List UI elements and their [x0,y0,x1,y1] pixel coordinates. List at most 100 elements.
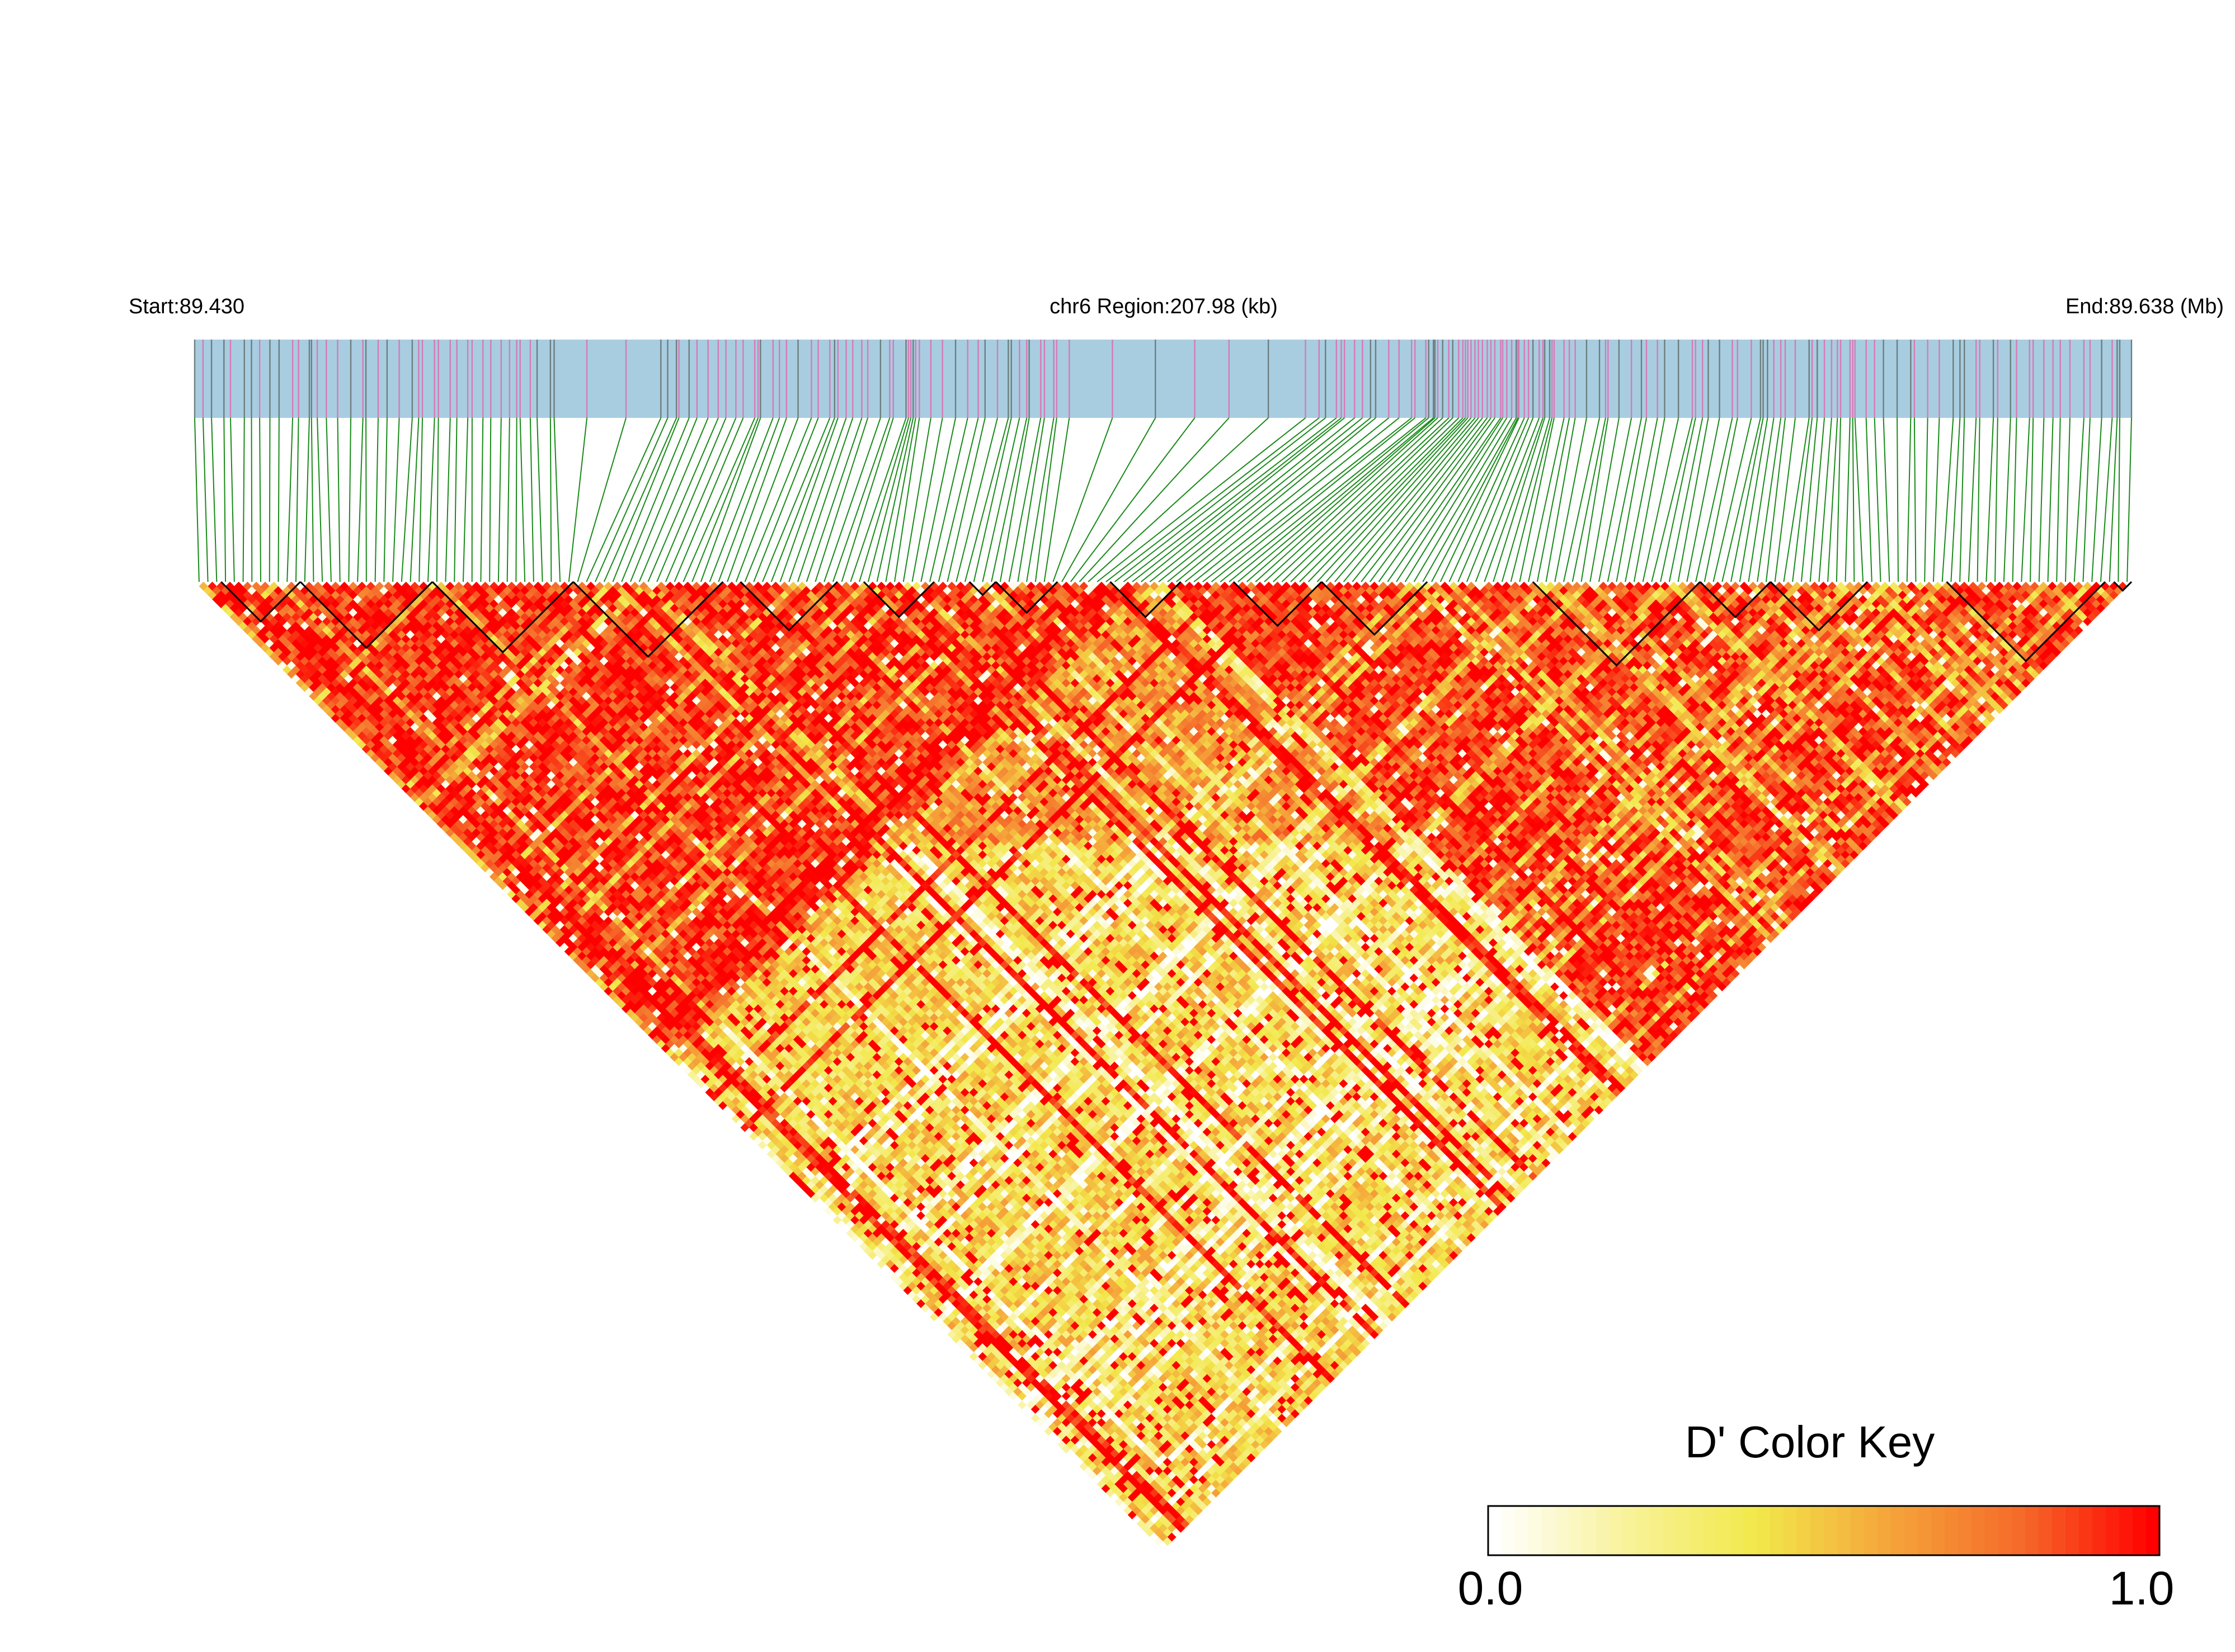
snp-connector [259,417,262,582]
snp-connector [1238,417,1434,582]
snp-connector [956,417,998,582]
region-start-label: Start:89.430 [129,295,244,318]
snp-connector [1571,417,1606,582]
snp-connector [1369,417,1491,582]
snp-connector [973,417,1012,582]
snp-connector [1994,417,1998,582]
snp-connector [1721,417,1761,582]
snp-position-track [194,340,2133,418]
snp-connector [1668,417,1704,582]
snp-connector [436,417,439,582]
snp-connector [603,417,677,582]
snp-connector [911,417,943,582]
snp-connector [1897,417,1899,582]
snp-connector [229,417,235,582]
snp-connector [1448,417,1525,582]
snp-connector [2109,417,2118,582]
snp-connector [1765,417,1786,582]
snp-connector [885,417,916,582]
snp-connector [1008,417,1042,582]
snp-connector [938,417,979,582]
snp-connector [1484,417,1544,582]
snp-connector [1941,417,1954,582]
snp-connector [1079,417,1230,582]
snp-connector [1184,417,1389,582]
snp-connector [964,417,1009,582]
snp-connector [310,417,314,582]
snp-connector [920,417,957,582]
snp-connector [506,417,510,582]
snp-connector [304,417,310,582]
snp-connector [700,417,761,582]
snp-connector [348,417,352,582]
snp-connector [727,417,787,582]
snp-connector [1977,417,1980,582]
region-end-label: End:89.638 (Mb) [2065,295,2224,318]
snp-connector [797,417,854,582]
snp-connector [770,417,835,582]
snp-connector [1413,417,1512,582]
snp-connector [1598,417,1632,582]
snp-connector [1061,417,1156,582]
snp-connector [1633,417,1665,582]
snp-connector [1158,417,1363,582]
snp-connector [779,417,839,582]
snp-connector [1985,417,1994,582]
snp-connector [656,417,727,582]
snp-connector [1352,417,1483,582]
snp-connector [1852,417,1855,582]
ld-heatmap [199,581,2128,1551]
snp-connector [357,417,364,582]
snp-connector [1642,417,1679,582]
snp-connector [850,417,907,582]
snp-connector [1396,417,1503,582]
snp-connector [595,417,669,582]
snp-connector [788,417,847,582]
snp-connector [497,417,502,582]
snp-connector [638,417,709,582]
snp-connector [2056,417,2061,582]
snp-connector [586,417,662,582]
snp-connector [1466,417,1534,582]
snp-connector [1229,417,1429,582]
snp-connector [553,417,561,582]
snp-connector [894,417,920,582]
snp-connector [991,417,1028,582]
snp-connector [1783,417,1810,582]
snp-connector [2012,417,2017,582]
snp-connector [1510,417,1553,582]
snp-connector [1070,417,1196,582]
snp-connector [753,417,819,582]
snp-connector [1175,417,1376,582]
snp-connector [1017,417,1045,582]
snp-connector [1431,417,1519,582]
snp-connector [374,417,379,582]
snp-connector [824,417,881,582]
snp-connector [1580,417,1609,582]
snp-connector [1334,417,1476,582]
snp-connector [762,417,831,582]
snp-connector [242,417,245,582]
snp-connector [947,417,986,582]
snp-connector [1255,417,1438,582]
snp-connector [1105,417,1320,582]
snp-connector [202,417,209,582]
snp-connector [1704,417,1738,582]
snp-connector [223,417,227,582]
snp-connector [1950,417,1961,582]
snp-connector [1211,417,1415,582]
snp-connector [2073,417,2085,582]
snp-connector [410,417,420,582]
snp-connector [1924,417,1928,582]
snp-connector [815,417,869,582]
snp-connector [1660,417,1696,582]
snp-connector [1563,417,1600,582]
snp-connector [1290,417,1460,582]
snp-connector [1712,417,1752,582]
snp-connector [630,417,698,582]
snp-connector [286,417,294,582]
snp-connector [1052,417,1113,582]
snp-connector [1748,417,1775,582]
snp-connector [718,417,780,582]
snp-connector [1792,417,1813,582]
